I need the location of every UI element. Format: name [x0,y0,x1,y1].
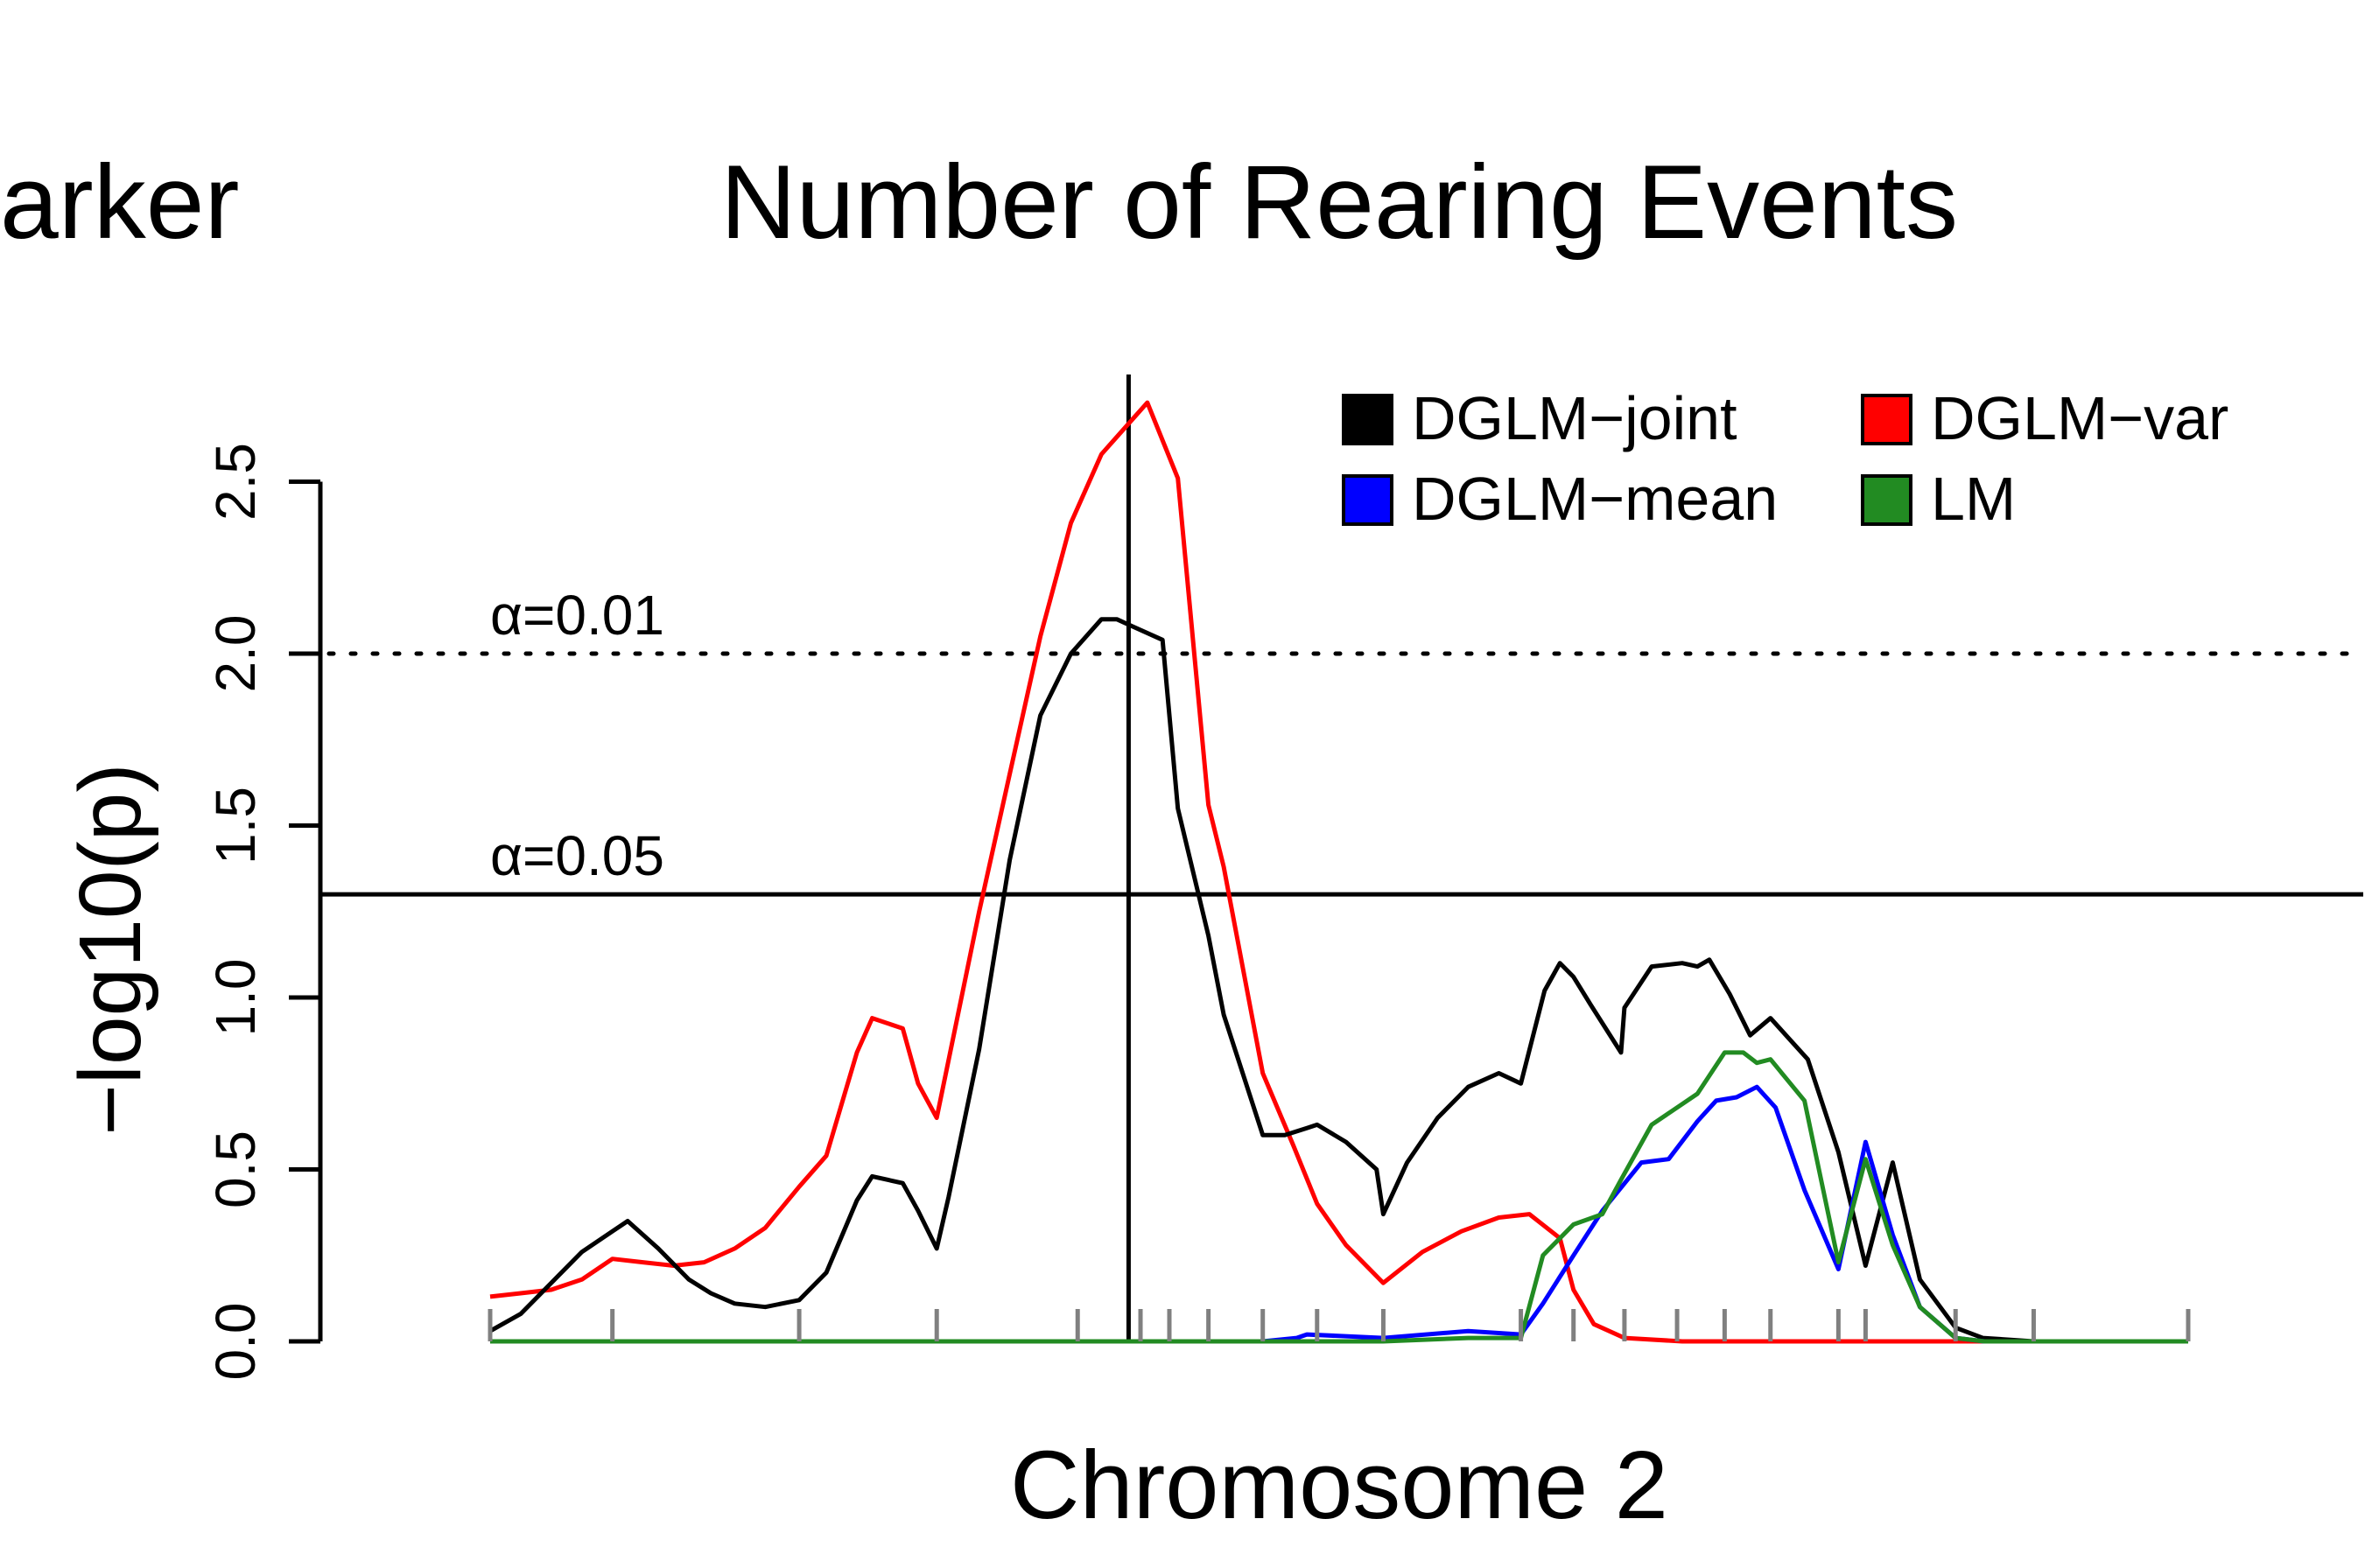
y-tick-label: 1.0 [204,959,267,1037]
y-tick-label: 0.0 [204,1303,267,1381]
legend-label: DGLM−mean [1412,465,1778,533]
y-tick-label: 1.5 [204,787,267,864]
legend-swatch [1861,474,1912,526]
legend-label: DGLM−joint [1412,384,1737,452]
legend-label: LM [1931,465,2016,533]
series-line-2 [489,400,2188,1344]
series-line-1 [488,617,2188,1344]
axes: 0.0 0.5 1.0 1.5 2.0 2.5 [204,443,323,1381]
legend-swatch [1342,474,1393,526]
y-tick-label: 2.5 [204,443,267,521]
y-tick-label: 2.0 [204,615,267,693]
partial-title: arker [0,144,239,261]
chart-title: Number of Rearing Events [720,144,1958,261]
marker-ticks [488,1309,2191,1341]
legend: DGLM−joint DGLM−var DGLM−mean LM [1342,384,2228,533]
y-axis-label: −log10(p) [61,763,159,1135]
threshold-label: α=0.05 [490,824,664,887]
series-lines [488,400,2188,1344]
legend-label: DGLM−var [1931,384,2228,452]
series-line-4 [490,1050,2188,1344]
x-axis-label: Chromosome 2 [1010,1432,1668,1539]
legend-swatch [1861,394,1912,445]
y-tick-label: 0.5 [204,1130,267,1208]
threshold-label: α=0.01 [490,584,664,647]
legend-swatch [1342,394,1393,445]
threshold-lines: α=0.01 α=0.05 [320,374,2366,1341]
